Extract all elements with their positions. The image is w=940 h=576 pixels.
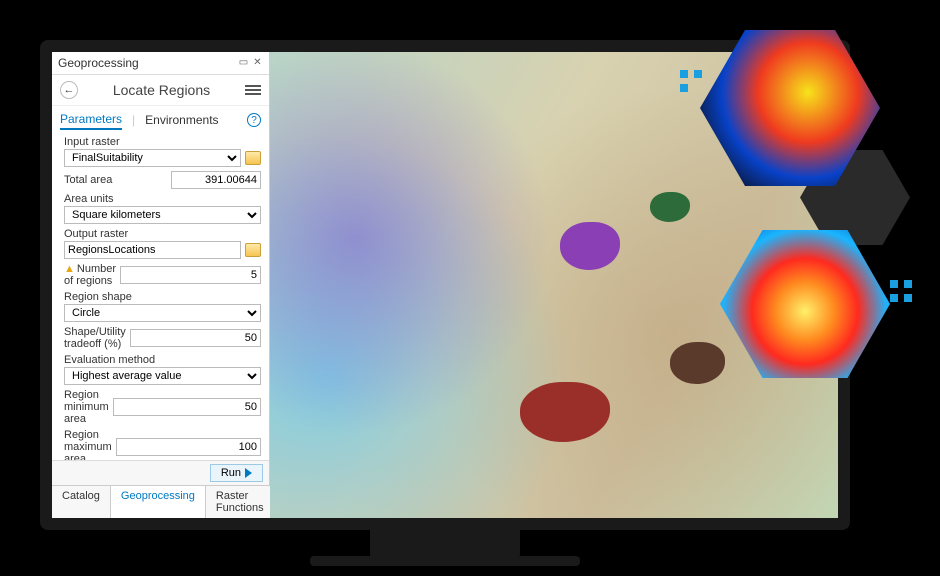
region-blob (520, 382, 610, 442)
label-region-max: Region maximum area (64, 429, 112, 460)
bottom-tabs: Catalog Geoprocessing Raster Functions (52, 485, 269, 518)
tab-parameters[interactable]: Parameters (60, 110, 122, 130)
label-region-shape: Region shape (64, 291, 261, 303)
input-raster-select[interactable]: FinalSuitability (64, 149, 241, 167)
close-icon[interactable]: ✕ (252, 58, 263, 69)
warning-icon: ▲ (64, 263, 75, 275)
browse-output-icon[interactable] (245, 243, 261, 257)
region-max-input[interactable] (116, 438, 261, 456)
tab-geoprocessing[interactable]: Geoprocessing (111, 486, 206, 518)
region-blob (650, 192, 690, 222)
num-regions-input[interactable] (120, 266, 261, 284)
parameters-form: Input raster FinalSuitability Total area… (52, 130, 269, 460)
label-input-raster: Input raster (64, 136, 261, 148)
browse-input-icon[interactable] (245, 151, 261, 165)
eval-method-select[interactable]: Highest average value (64, 367, 261, 385)
region-shape-select[interactable]: Circle (64, 304, 261, 322)
tradeoff-input[interactable] (130, 329, 261, 347)
label-total-area: Total area (64, 174, 167, 186)
label-tradeoff: Shape/Utility tradeoff (%) (64, 326, 126, 350)
tab-raster-functions[interactable]: Raster Functions (206, 486, 275, 518)
tab-environments[interactable]: Environments (145, 111, 218, 129)
panel-titlebar: Geoprocessing ▭ ✕ (52, 52, 269, 75)
tool-name: Locate Regions (78, 82, 245, 98)
tool-tabs: Parameters | Environments ? (52, 106, 269, 130)
tool-header: ← Locate Regions (52, 75, 269, 106)
help-icon[interactable]: ? (247, 113, 261, 127)
run-button[interactable]: Run (210, 464, 263, 482)
label-eval-method: Evaluation method (64, 354, 261, 366)
run-bar: Run (52, 460, 269, 485)
play-icon (245, 468, 252, 478)
undock-icon[interactable]: ▭ (238, 58, 249, 69)
total-area-input[interactable] (171, 171, 261, 189)
label-num-regions: ▲Number of regions (64, 263, 116, 287)
label-region-min: Region minimum area (64, 389, 109, 425)
label-output-raster: Output raster (64, 228, 261, 240)
region-blob (560, 222, 620, 270)
output-raster-input[interactable] (64, 241, 241, 259)
tab-catalog[interactable]: Catalog (52, 486, 111, 518)
panel-title: Geoprocessing (58, 56, 139, 70)
hamburger-icon[interactable] (245, 85, 261, 95)
region-blob (670, 342, 725, 384)
back-button[interactable]: ← (60, 81, 78, 99)
region-min-input[interactable] (113, 398, 261, 416)
area-units-select[interactable]: Square kilometers (64, 206, 261, 224)
map-view[interactable] (270, 52, 838, 518)
label-area-units: Area units (64, 193, 261, 205)
geoprocessing-panel: Geoprocessing ▭ ✕ ← Locate Regions Param… (52, 52, 270, 518)
